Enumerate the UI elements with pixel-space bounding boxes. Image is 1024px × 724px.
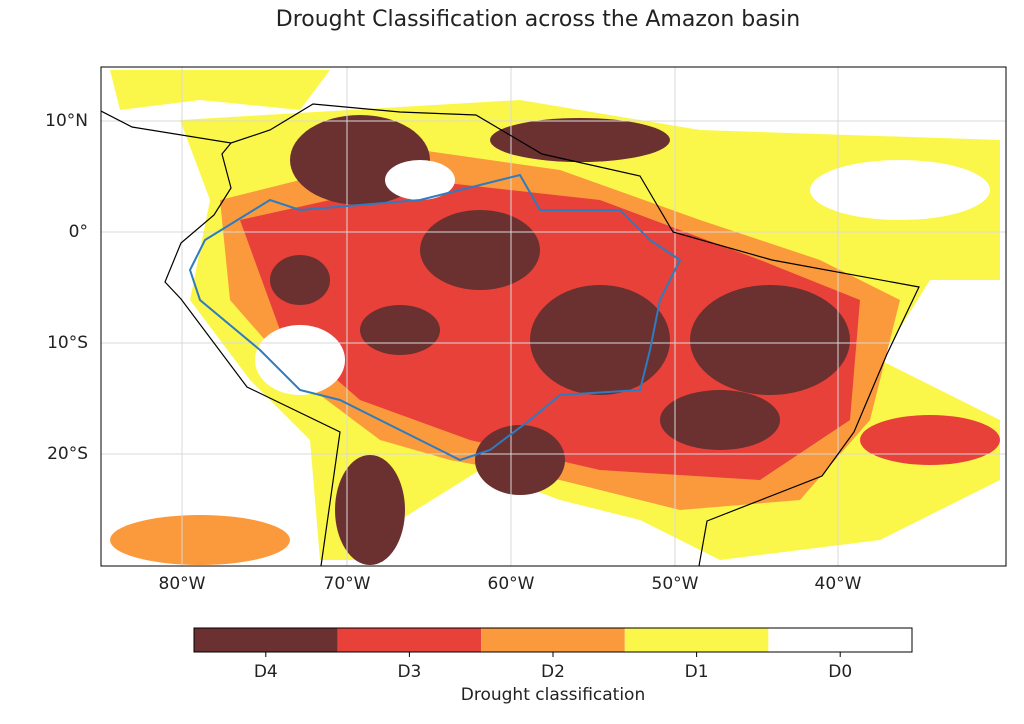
coastline <box>101 103 920 566</box>
x-tick-label: 70°W <box>324 574 371 594</box>
colorbar-swatch <box>337 628 482 652</box>
colorbar: D4 D3 D2 D1 D0 <box>193 627 913 682</box>
gridlines <box>101 67 1006 566</box>
axis-ticks: 80°W 70°W 60°W 50°W 40°W 10°N 0° 10°S 20… <box>45 111 862 594</box>
basin-outline <box>188 173 682 462</box>
colorbar-label: D0 <box>828 662 852 682</box>
colorbar-swatch <box>624 628 769 652</box>
colorbar-swatch <box>768 628 912 652</box>
y-tick-label: 10°S <box>47 333 88 353</box>
x-tick-label: 50°W <box>652 574 699 594</box>
colorbar-frame <box>193 627 913 653</box>
map-frame <box>100 66 1007 567</box>
title: Drought Classification across the Amazon… <box>276 7 800 32</box>
colorbar-swatch <box>194 628 338 652</box>
y-tick-label: 20°S <box>47 444 88 464</box>
y-tick-label: 10°N <box>45 111 88 131</box>
map-area <box>101 67 1006 566</box>
colorbar-label: D2 <box>541 662 565 682</box>
colorbar-label: D3 <box>397 662 421 682</box>
drought-field <box>110 70 1000 565</box>
x-tick-label: 40°W <box>815 574 862 594</box>
x-tick-label: 80°W <box>159 574 206 594</box>
colorbar-title: Drought classification <box>461 685 645 705</box>
x-tick-label: 60°W <box>488 574 535 594</box>
colorbar-label: D1 <box>685 662 709 682</box>
colorbar-label: D4 <box>254 662 278 682</box>
y-tick-label: 0° <box>69 222 88 242</box>
colorbar-swatch <box>481 628 625 652</box>
